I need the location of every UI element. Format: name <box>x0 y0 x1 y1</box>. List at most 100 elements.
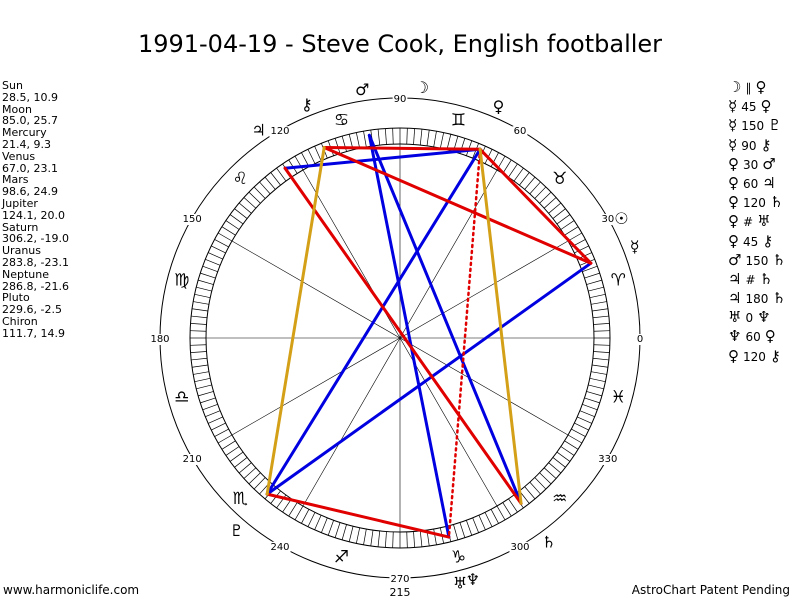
degree-label: 240 <box>270 542 289 553</box>
aspect-planet-b: ⚷ <box>762 231 774 250</box>
planet-glyph-icon: ♀ <box>493 97 505 116</box>
planet-coords: 85.0, 25.7 <box>2 114 58 128</box>
degree-tick <box>406 531 408 548</box>
degree-tick <box>194 377 211 383</box>
planet-name: Venus <box>2 149 36 163</box>
degree-tick <box>593 344 610 346</box>
degree-tick <box>191 308 208 312</box>
degree-tick <box>592 308 609 312</box>
degree-tick <box>243 467 257 479</box>
degree-tick <box>248 472 261 485</box>
sector-line <box>302 337 401 507</box>
degree-tick <box>534 477 547 490</box>
aspect-planet-b: ♇ <box>768 116 782 135</box>
degree-tick <box>370 530 374 547</box>
degree-tick <box>413 128 415 145</box>
zodiac-sign-icon: ♌ <box>233 169 248 189</box>
degree-label: 30 <box>601 214 614 225</box>
degree-label: 150 <box>183 214 202 225</box>
degree-tick <box>198 279 214 285</box>
degree-tick <box>466 520 473 536</box>
degree-tick <box>556 451 571 462</box>
aspect-value: 60 <box>743 176 759 191</box>
degree-tick <box>556 214 571 225</box>
degree-tick <box>314 515 322 530</box>
sector-line <box>231 337 401 436</box>
aspect-planet-b: ♄ <box>772 289 786 308</box>
degree-tick <box>529 481 541 495</box>
zodiac-sign-icon: ♐ <box>334 547 349 567</box>
aspect-line <box>447 148 482 539</box>
degree-tick <box>588 384 604 390</box>
planet-glyph-icon: ♇ <box>230 521 244 540</box>
degree-label: 120 <box>270 126 289 137</box>
aspect-planet-a: ♃ <box>728 269 742 288</box>
degree-tick <box>419 129 423 146</box>
degree-tick <box>529 181 541 195</box>
degree-tick <box>574 422 589 431</box>
website-link[interactable]: www.harmoniclife.com <box>3 583 140 597</box>
aspect-row: ♀ 120 ⚷ <box>728 347 786 366</box>
aspect-line <box>322 146 482 151</box>
degree-tick <box>377 129 381 146</box>
degree-tick <box>552 208 566 219</box>
degree-tick <box>190 330 207 332</box>
degree-tick <box>225 220 240 230</box>
aspect-row: ♀ 60 ♃ <box>728 174 786 193</box>
degree-tick <box>567 434 583 444</box>
degree-tick <box>548 462 562 474</box>
zodiac-sign-icon: ♊ <box>451 111 466 131</box>
degree-label: 180 <box>150 334 169 345</box>
degree-tick <box>459 522 466 538</box>
planet-name: Sun <box>2 79 23 92</box>
degree-label: 0 <box>637 334 643 345</box>
degree-tick <box>592 357 609 361</box>
aspect-list: ☽ ∥ ♀ ☿ 45 ♀ ☿ 150 ♇ ☿ 90 ⚷ ♀ 30 ♂ ♀ 60 ♃ ♀ 120 ♄ ♀ # ♅ ♀ 45 ⚷ ♂ 150… <box>728 78 786 366</box>
degree-label-bg <box>389 574 411 585</box>
aspect-planet-b: ♂ <box>762 154 776 173</box>
degree-tick <box>348 526 354 542</box>
aspect-planet-b: ♀ <box>764 327 776 346</box>
planet-glyph-icon: ☿ <box>630 237 640 256</box>
degree-label-bg <box>635 334 645 345</box>
degree-tick <box>217 434 233 444</box>
degree-label: 90 <box>394 94 407 105</box>
degree-tick <box>534 186 547 199</box>
aspect-planet-a: ♀ <box>728 346 739 365</box>
aspect-line <box>367 133 451 539</box>
degree-tick <box>589 293 606 299</box>
planet-name: Moon <box>2 102 32 116</box>
planet-coords: 67.0, 23.1 <box>2 161 58 175</box>
planet-coords: 283.8, -23.1 <box>2 255 69 269</box>
planet-coords: 98.6, 24.9 <box>2 185 58 199</box>
planet-glyph-icon: ♄ <box>542 532 556 551</box>
degree-tick <box>433 528 437 545</box>
degree-tick <box>593 351 610 353</box>
degree-tick <box>243 197 257 209</box>
degree-tick <box>211 245 226 254</box>
degree-tick <box>355 527 361 544</box>
degree-tick <box>577 416 592 424</box>
aspect-planet-a: ☽ <box>728 78 742 96</box>
aspect-value: 60 <box>745 330 761 345</box>
degree-tick <box>586 391 602 397</box>
aspect-value: 90 <box>741 138 757 153</box>
degree-label-bg <box>181 454 203 465</box>
aspect-row: ☽ ∥ ♀ <box>728 78 786 97</box>
degree-tick <box>524 176 536 190</box>
aspect-planet-a: ♀ <box>728 193 739 212</box>
degree-tick <box>584 397 600 404</box>
aspect-line <box>283 147 482 170</box>
planet-name: Chiron <box>2 314 38 328</box>
zodiac-sign-icon: ♉ <box>552 169 567 189</box>
aspect-planet-a: ♀ <box>728 173 739 192</box>
aspect-value: 120 <box>743 196 766 211</box>
degree-tick <box>205 410 221 417</box>
aspect-planet-b: ⚷ <box>769 346 781 365</box>
degree-tick <box>453 524 459 540</box>
degree-tick <box>588 286 604 292</box>
degree-label: 210 <box>183 454 202 465</box>
aspect-planet-b: ♄ <box>769 193 784 212</box>
degree-tick <box>446 134 452 150</box>
